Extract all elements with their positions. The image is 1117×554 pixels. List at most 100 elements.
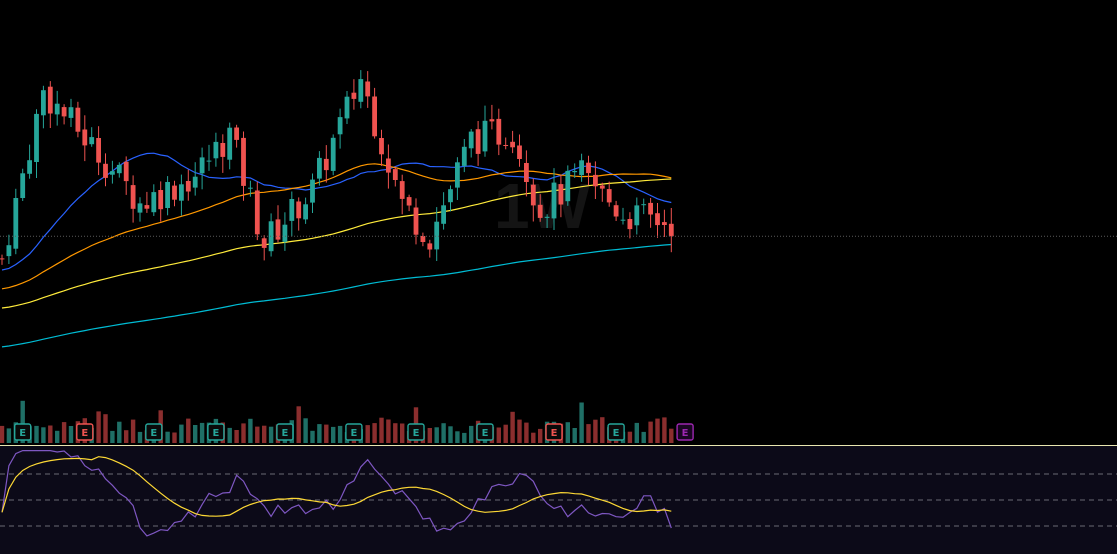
earnings-marker[interactable]: E bbox=[545, 423, 563, 441]
rsi-indicator[interactable] bbox=[1, 450, 672, 537]
candle-body[interactable] bbox=[220, 143, 226, 157]
candle-body[interactable] bbox=[96, 138, 101, 163]
candle-body[interactable] bbox=[268, 221, 274, 252]
earnings-marker[interactable]: E bbox=[207, 423, 225, 441]
earnings-marker[interactable]: E bbox=[76, 423, 94, 441]
candle-body[interactable] bbox=[213, 141, 219, 159]
candle-body[interactable] bbox=[524, 163, 529, 182]
candle-body[interactable] bbox=[475, 129, 481, 154]
candle-body[interactable] bbox=[27, 160, 32, 174]
candle-body[interactable] bbox=[648, 202, 653, 215]
candle-body[interactable] bbox=[489, 119, 495, 122]
candle-body[interactable] bbox=[227, 127, 233, 160]
earnings-marker-box[interactable] bbox=[207, 423, 225, 441]
candle-body[interactable] bbox=[185, 181, 191, 192]
candle-body[interactable] bbox=[289, 199, 295, 221]
candle-body[interactable] bbox=[6, 245, 12, 257]
candle-body[interactable] bbox=[75, 107, 81, 132]
earnings-marker-box[interactable] bbox=[13, 423, 32, 441]
candle-body[interactable] bbox=[482, 120, 488, 152]
candle-body[interactable] bbox=[530, 184, 536, 206]
candle-body[interactable] bbox=[606, 189, 612, 203]
candle-body[interactable] bbox=[248, 187, 253, 189]
candle-body[interactable] bbox=[261, 238, 267, 248]
candle-body[interactable] bbox=[399, 181, 405, 199]
earnings-marker[interactable]: E bbox=[145, 423, 163, 441]
candle-body[interactable] bbox=[551, 182, 557, 219]
earnings-marker[interactable]: E bbox=[407, 423, 425, 441]
candle-body[interactable] bbox=[544, 216, 550, 218]
candle-body[interactable] bbox=[179, 184, 184, 201]
candle-body[interactable] bbox=[61, 107, 67, 117]
candle-body[interactable] bbox=[379, 138, 384, 155]
candle-body[interactable] bbox=[372, 96, 377, 137]
candle-body[interactable] bbox=[158, 190, 164, 210]
earnings-marker-box[interactable] bbox=[476, 423, 494, 441]
candle-body[interactable] bbox=[496, 118, 502, 145]
candle-body[interactable] bbox=[662, 222, 667, 225]
candle-body[interactable] bbox=[330, 137, 336, 171]
candle-body[interactable] bbox=[461, 146, 467, 166]
candle-body[interactable] bbox=[241, 137, 246, 186]
earnings-marker[interactable]: E bbox=[476, 423, 494, 441]
candle-body[interactable] bbox=[358, 79, 364, 102]
candle-body[interactable] bbox=[130, 185, 136, 209]
candle-body[interactable] bbox=[165, 182, 170, 208]
candle-body[interactable] bbox=[317, 157, 322, 179]
earnings-marker[interactable]: E bbox=[676, 423, 694, 441]
earnings-marker[interactable]: E bbox=[345, 423, 363, 441]
candle-body[interactable] bbox=[586, 162, 591, 174]
candle-body[interactable] bbox=[144, 205, 150, 209]
candle-body[interactable] bbox=[103, 163, 108, 178]
candle-body[interactable] bbox=[365, 81, 371, 97]
candle-body[interactable] bbox=[82, 129, 88, 146]
candle-body[interactable] bbox=[137, 203, 143, 213]
earnings-marker-box[interactable] bbox=[145, 423, 163, 441]
earnings-marker-box[interactable] bbox=[276, 423, 294, 441]
candle-body[interactable] bbox=[517, 145, 522, 160]
candle-body[interactable] bbox=[641, 204, 647, 206]
candle-body[interactable] bbox=[68, 107, 74, 118]
candle-body[interactable] bbox=[579, 160, 584, 176]
candle-body[interactable] bbox=[116, 164, 122, 174]
candle-body[interactable] bbox=[0, 258, 5, 260]
candle-body[interactable] bbox=[599, 185, 605, 189]
candle-body[interactable] bbox=[572, 171, 578, 173]
candle-body[interactable] bbox=[420, 236, 426, 242]
candle-body[interactable] bbox=[620, 219, 626, 221]
candle-body[interactable] bbox=[254, 190, 260, 235]
rsi-line[interactable] bbox=[1, 450, 672, 537]
candle-body[interactable] bbox=[234, 127, 239, 140]
candle-body[interactable] bbox=[427, 243, 433, 250]
candle-body[interactable] bbox=[558, 184, 564, 205]
candle-body[interactable] bbox=[392, 169, 398, 180]
earnings-marker-box[interactable] bbox=[407, 423, 425, 441]
candle-body[interactable] bbox=[448, 189, 453, 203]
price-candles[interactable] bbox=[0, 70, 674, 265]
candle-body[interactable] bbox=[296, 201, 302, 219]
candle-body[interactable] bbox=[344, 96, 350, 119]
candle-body[interactable] bbox=[13, 198, 19, 249]
candle-body[interactable] bbox=[413, 207, 419, 235]
candle-body[interactable] bbox=[275, 219, 281, 240]
candle-body[interactable] bbox=[192, 176, 198, 188]
candle-body[interactable] bbox=[468, 131, 474, 149]
candle-body[interactable] bbox=[303, 204, 308, 220]
candle-body[interactable] bbox=[441, 205, 446, 224]
candle-body[interactable] bbox=[310, 179, 315, 203]
candle-body[interactable] bbox=[41, 90, 46, 116]
candle-body[interactable] bbox=[20, 173, 26, 198]
candle-body[interactable] bbox=[386, 158, 391, 173]
candle-body[interactable] bbox=[655, 213, 660, 226]
earnings-marker[interactable]: E bbox=[607, 423, 625, 441]
earnings-marker[interactable]: E bbox=[276, 423, 294, 441]
candle-body[interactable] bbox=[206, 160, 212, 162]
candle-body[interactable] bbox=[503, 145, 509, 146]
candle-body[interactable] bbox=[627, 219, 633, 230]
earnings-marker-box[interactable] bbox=[345, 423, 363, 441]
earnings-marker-box[interactable] bbox=[76, 423, 94, 441]
candle-body[interactable] bbox=[434, 221, 440, 250]
candle-body[interactable] bbox=[351, 92, 357, 99]
candle-body[interactable] bbox=[323, 158, 329, 171]
